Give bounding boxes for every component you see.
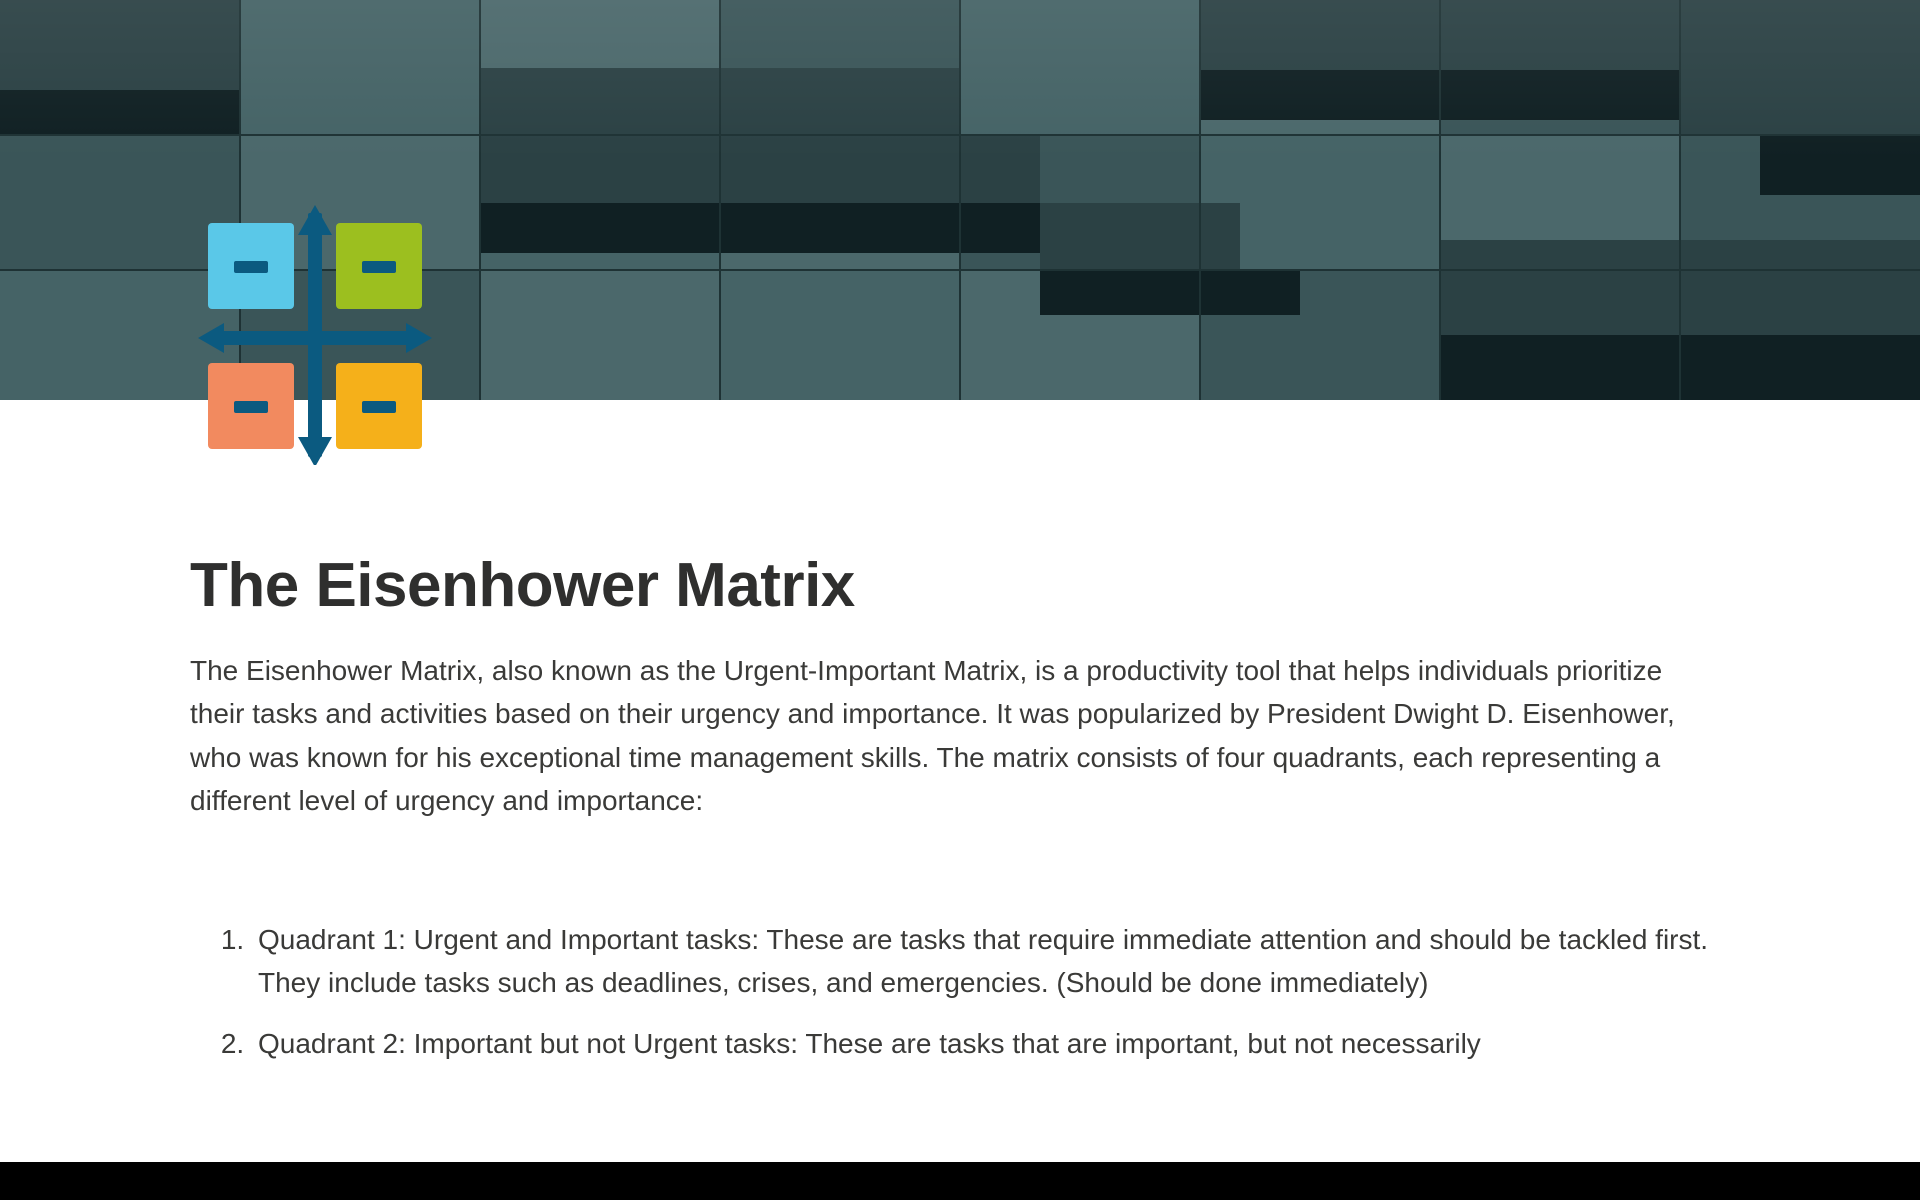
page-content: The Eisenhower Matrix The Eisenhower Mat… — [0, 550, 1920, 1066]
list-item: Quadrant 1: Urgent and Important tasks: … — [252, 918, 1710, 1005]
page-matrix-icon — [190, 205, 440, 465]
intro-paragraph: The Eisenhower Matrix, also known as the… — [190, 649, 1710, 823]
bottom-letterbox-bar — [0, 1162, 1920, 1200]
page-title: The Eisenhower Matrix — [190, 550, 1730, 621]
list-item: Quadrant 2: Important but not Urgent tas… — [252, 1022, 1710, 1065]
quadrants-list: Quadrant 1: Urgent and Important tasks: … — [190, 918, 1710, 1066]
